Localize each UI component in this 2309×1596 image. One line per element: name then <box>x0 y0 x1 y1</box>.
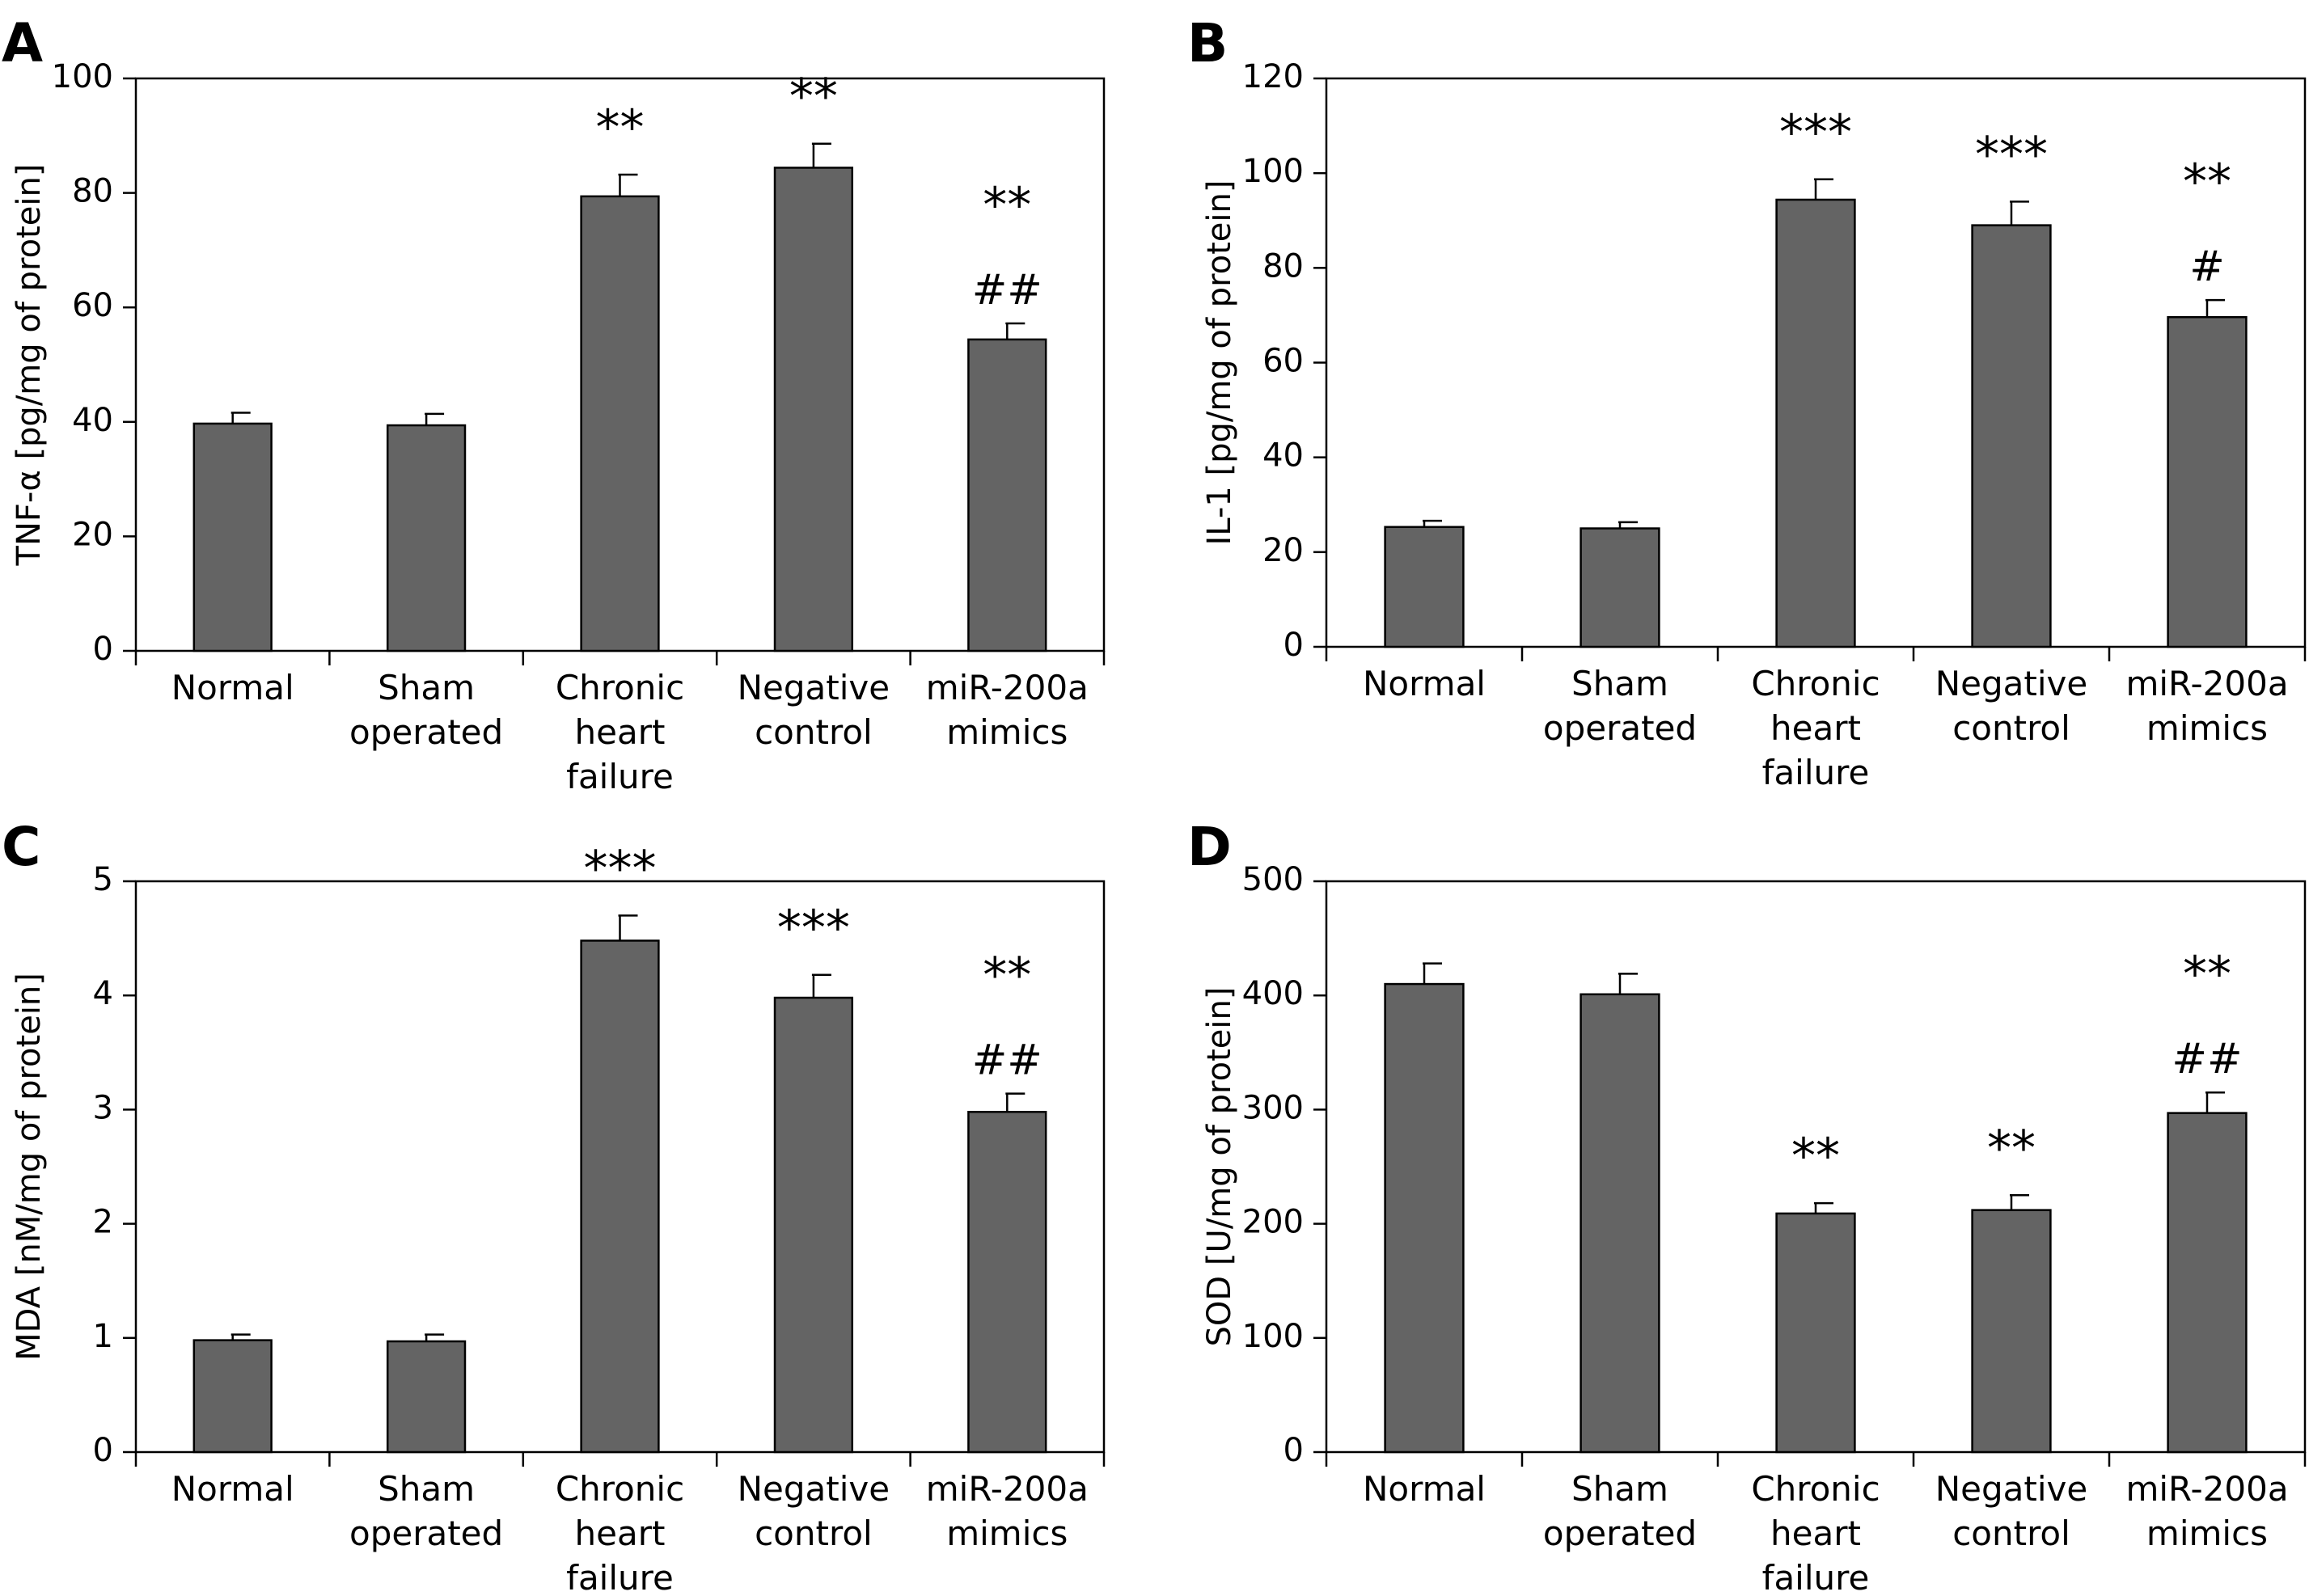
bar <box>1580 993 1660 1454</box>
x-tick-label: Normal <box>171 668 294 707</box>
y-tick-label: 0 <box>1283 627 1304 664</box>
significance-marker: # <box>2189 243 2225 291</box>
x-tick-label: Sham operated <box>349 668 503 752</box>
bar <box>1971 224 2052 648</box>
bar <box>967 338 1047 652</box>
x-tick-label: miR-200a mimics <box>2125 1469 2288 1553</box>
x-tick-label: Negative control <box>738 668 890 752</box>
panel-label: B <box>1187 12 1228 74</box>
y-tick-label: 300 <box>1242 1089 1304 1126</box>
y-tick-label: 0 <box>93 631 113 668</box>
y-tick-label: 4 <box>93 975 113 1012</box>
y-tick-label: 120 <box>1242 58 1304 95</box>
panel-label: C <box>2 816 40 878</box>
y-tick-label: 1 <box>93 1318 113 1355</box>
x-tick-label: Normal <box>1363 664 1486 703</box>
y-tick-label: 100 <box>1242 153 1304 190</box>
y-tick-label: 100 <box>52 58 113 95</box>
y-axis-label: MDA [nM/mg of protein] <box>11 973 48 1361</box>
significance-marker: ** <box>983 177 1031 234</box>
x-tick-label: miR-200a mimics <box>926 1469 1089 1553</box>
x-tick-label: miR-200a mimics <box>926 668 1089 752</box>
x-tick-label: Sham operated <box>1543 1469 1697 1553</box>
significance-marker: ** <box>983 948 1031 1004</box>
significance-marker: ** <box>2183 154 2231 210</box>
y-tick-label: 3 <box>93 1089 113 1126</box>
y-tick-label: 60 <box>72 287 113 324</box>
x-tick-label: Negative control <box>1935 1469 2088 1553</box>
bar <box>386 1340 467 1454</box>
panel-label: A <box>2 12 43 74</box>
chart-panel-a: A 0 20 40 60 80 100 TNF-α [pg/mg of protein] Nor… <box>2 12 1106 796</box>
bar <box>1775 198 1856 648</box>
x-tick-label: Normal <box>1363 1469 1486 1509</box>
x-tick-label: Negative control <box>1935 664 2088 748</box>
x-tick-label: Sham operated <box>1543 664 1697 748</box>
x-tick-label: miR-200a mimics <box>2125 664 2288 748</box>
significance-marker: *** <box>1779 104 1852 161</box>
significance-marker: *** <box>584 840 657 897</box>
y-axis-label: TNF-α [pg/mg of protein] <box>11 164 48 567</box>
y-tick-label: 80 <box>72 173 113 210</box>
x-tick-label: Chronic heart failure <box>556 668 684 796</box>
significance-marker: ** <box>2183 946 2231 1003</box>
bar <box>580 939 660 1454</box>
significance-marker: *** <box>777 900 850 956</box>
significance-marker: ** <box>1791 1128 1840 1184</box>
bar <box>386 424 467 652</box>
bar <box>2167 1112 2248 1454</box>
y-tick-label: 40 <box>1262 437 1304 475</box>
significance-marker: ** <box>1987 1120 2036 1176</box>
y-tick-label: 20 <box>1262 532 1304 569</box>
y-tick-label: 20 <box>72 516 113 553</box>
x-tick-label: Negative control <box>738 1469 890 1553</box>
y-tick-label: 500 <box>1242 861 1304 898</box>
y-tick-label: 40 <box>72 402 113 439</box>
x-tick-label: Chronic heart failure <box>1751 664 1880 792</box>
y-tick-label: 60 <box>1262 343 1304 380</box>
significance-marker: ## <box>2172 1035 2242 1083</box>
bar <box>773 996 854 1454</box>
x-tick-label: Sham operated <box>349 1469 503 1553</box>
y-tick-label: 0 <box>93 1432 113 1469</box>
bar <box>773 167 854 652</box>
bar <box>1775 1212 1856 1454</box>
y-tick-label: 2 <box>93 1204 113 1241</box>
bar <box>1384 982 1465 1454</box>
significance-marker: ** <box>789 69 838 125</box>
x-tick-label: Chronic heart failure <box>556 1469 684 1596</box>
chart-panel-d: D 0 100 200 300 400 500 SOD [U/mg of protein] No… <box>1187 816 2307 1596</box>
y-tick-label: 5 <box>93 861 113 898</box>
chart-panel-c: C 0 1 2 3 4 5 MDA [nM/mg of protein] Normal Sham o… <box>2 816 1106 1596</box>
y-tick-label: 80 <box>1262 247 1304 285</box>
y-axis-label: IL-1 [pg/mg of protein] <box>1201 180 1238 546</box>
y-tick-label: 0 <box>1283 1432 1304 1469</box>
y-tick-label: 200 <box>1242 1204 1304 1241</box>
chart-panel-b: B 0 20 40 60 80 100 120 IL-1 [pg/mg of protein] N… <box>1187 12 2307 792</box>
y-tick-label: 100 <box>1242 1318 1304 1355</box>
significance-marker: ## <box>972 1037 1042 1085</box>
bar <box>192 1339 273 1454</box>
significance-marker: ** <box>596 99 645 156</box>
significance-marker: ## <box>972 266 1042 315</box>
bar <box>1971 1209 2052 1454</box>
y-tick-label: 400 <box>1242 975 1304 1012</box>
y-axis-label: SOD [U/mg of protein] <box>1201 987 1238 1347</box>
bar <box>1384 526 1465 648</box>
bar <box>967 1110 1047 1454</box>
x-tick-label: Normal <box>171 1469 294 1509</box>
x-tick-label: Chronic heart failure <box>1751 1469 1880 1596</box>
bar <box>192 422 273 652</box>
significance-marker: *** <box>1975 126 2048 183</box>
panel-label: D <box>1187 816 1232 878</box>
bar <box>580 195 660 652</box>
bar <box>2167 316 2248 648</box>
bar <box>1580 527 1660 648</box>
